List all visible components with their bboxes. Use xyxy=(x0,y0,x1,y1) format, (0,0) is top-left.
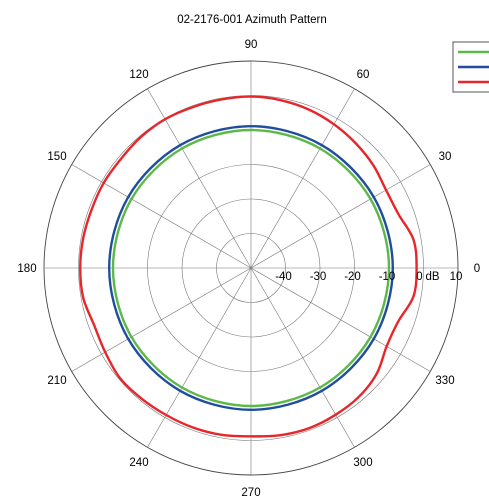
angle-tick-label: 0 xyxy=(474,263,480,275)
radial-unit-label: dB xyxy=(425,271,439,283)
grid-spoke xyxy=(71,164,252,269)
angle-tick-label: 240 xyxy=(129,457,148,469)
radial-tick-label: -10 xyxy=(379,271,396,283)
grid-spoke xyxy=(250,164,431,269)
tick-labels: 0 30 60 90 120 150 180 210 240 270 300 330 -40 -30 -20… xyxy=(17,39,480,499)
angle-tick-label: 180 xyxy=(17,263,36,275)
grid-spoke xyxy=(250,267,431,372)
polar-grid xyxy=(43,60,459,476)
legend xyxy=(452,41,489,93)
chart-title: 02-2176-001 Azimuth Pattern xyxy=(177,14,327,26)
angle-tick-label: 30 xyxy=(439,151,452,163)
radial-tick-label: -30 xyxy=(310,271,327,283)
grid-spoke xyxy=(250,88,355,269)
series-line-1 xyxy=(111,128,391,408)
series-line-3 xyxy=(79,95,418,438)
angle-tick-label: 90 xyxy=(245,39,258,51)
angle-tick-label: 150 xyxy=(47,151,66,163)
angle-tick-label: 330 xyxy=(435,375,454,387)
series-group xyxy=(79,95,418,438)
radial-tick-label: -20 xyxy=(344,271,361,283)
radial-tick-label: 0 xyxy=(416,271,422,283)
radial-tick-label: 10 xyxy=(450,271,463,283)
angle-tick-label: 270 xyxy=(241,487,260,499)
grid-spoke xyxy=(147,267,252,448)
angle-tick-label: 60 xyxy=(357,69,370,81)
angle-tick-label: 210 xyxy=(47,375,66,387)
radial-tick-label: -40 xyxy=(275,271,292,283)
grid-spoke xyxy=(71,267,252,372)
grid-spoke xyxy=(250,267,355,448)
series-line-2 xyxy=(108,125,394,411)
angle-tick-label: 300 xyxy=(353,457,372,469)
angle-tick-label: 120 xyxy=(129,69,148,81)
grid-spoke xyxy=(147,88,252,269)
